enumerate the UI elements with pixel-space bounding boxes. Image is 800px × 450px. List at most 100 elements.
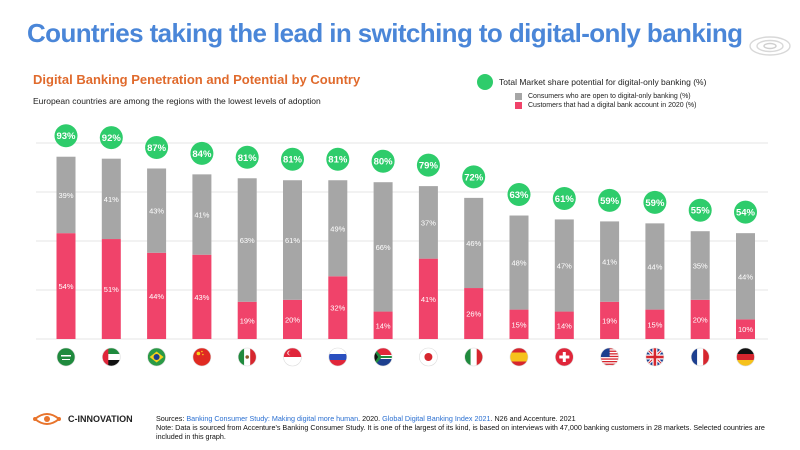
bar-label-open: 46% (466, 239, 481, 248)
flag-border (283, 347, 302, 367)
bar-segment-open (328, 180, 348, 277)
total-potential-circle (734, 200, 757, 224)
bar-label-had: 14% (557, 321, 572, 330)
source-link-digital-banking-index[interactable]: Global Digital Banking Index 2021 (382, 414, 491, 423)
total-potential-label: 81% (238, 153, 258, 164)
bar-segment-open (736, 233, 755, 320)
flag-saudi-arabia-icon (56, 347, 76, 367)
bar-label-had: 44% (149, 292, 164, 301)
bar-label-open: 43% (149, 207, 164, 216)
chart-subtitle: Digital Banking Penetration and Potentia… (33, 72, 361, 87)
total-potential-circle (326, 147, 350, 171)
total-potential-circle (688, 198, 712, 222)
bar-segment-open (237, 178, 257, 302)
flag-border (373, 347, 393, 367)
flag-germany-icon (736, 347, 755, 367)
bar-segment-open (373, 182, 393, 312)
total-potential-circle (507, 183, 531, 207)
legend-item-open: Consumers who are open to digital-only b… (477, 93, 706, 100)
total-potential-label: 63% (509, 190, 529, 201)
total-potential-circle (462, 165, 486, 189)
total-potential-label: 61% (555, 194, 575, 205)
total-potential-circle (598, 188, 622, 212)
legend-item-total: Total Market share potential for digital… (477, 74, 706, 90)
total-potential-circle (54, 124, 78, 148)
flag-russia-icon (328, 347, 348, 367)
total-potential-label: 59% (600, 196, 620, 207)
source-link-consumer-study[interactable]: Banking Consumer Study: Making digital m… (186, 414, 359, 423)
legend-label-total: Total Market share potential for digital… (499, 77, 707, 87)
flag-border (102, 347, 121, 367)
bar-label-had: 26% (466, 310, 481, 319)
bar-label-had: 15% (511, 320, 526, 329)
total-potential-circle (643, 190, 667, 214)
bar-segment-had (645, 309, 665, 339)
bar-label-had: 19% (240, 316, 255, 325)
bar-segment-had (554, 311, 574, 339)
bar-segment-had (464, 288, 484, 339)
total-potential-label: 93% (56, 131, 76, 142)
c-innovation-logo-icon (33, 413, 61, 425)
total-potential-label: 87% (147, 143, 167, 154)
chart-legend: Total Market share potential for digital… (477, 74, 706, 109)
total-potential-label: 79% (419, 161, 439, 172)
bar-label-open: 61% (285, 236, 300, 245)
bar-label-had: 10% (738, 325, 753, 334)
flag-border (237, 347, 257, 367)
flag-border (509, 347, 529, 367)
flag-spain-icon (509, 347, 529, 367)
brand-logo: C-INNOVATION (30, 407, 133, 431)
flag-japan-icon (419, 347, 438, 367)
chart-description: European countries are among the regions… (33, 96, 321, 106)
flag-border (147, 347, 166, 367)
bar-label-had: 20% (285, 315, 300, 324)
bar-segment-had (101, 239, 121, 339)
flag-uae-icon (102, 347, 121, 367)
bar-label-open: 41% (194, 211, 209, 220)
flag-border (464, 347, 484, 367)
total-potential-circle (416, 153, 440, 177)
flag-france-icon (690, 347, 710, 367)
swirl-decoration-icon (749, 36, 791, 56)
sources-note-text: Note: Data is sourced from Accenture's B… (156, 423, 765, 441)
bar-segment-had (283, 299, 302, 339)
bar-segment-open (600, 221, 620, 302)
bar-segment-open (418, 186, 438, 259)
total-potential-circle (371, 149, 395, 173)
bar-label-had: 32% (330, 304, 345, 313)
gray-square-icon (515, 93, 522, 100)
bar-segment-had (237, 301, 257, 339)
bar-label-had: 54% (58, 282, 73, 291)
flag-switzerland-icon (554, 347, 574, 367)
flag-brazil-icon (147, 347, 166, 367)
sources-note: Sources: Banking Consumer Study: Making … (156, 414, 781, 441)
total-potential-circle (235, 145, 259, 169)
flag-south-africa-icon (373, 347, 393, 367)
sources-mid: . 2020. (358, 414, 383, 423)
bar-segment-open (554, 219, 574, 312)
total-potential-label: 80% (374, 157, 394, 168)
bar-label-open: 48% (511, 259, 526, 268)
bar-label-open: 44% (738, 272, 753, 281)
flag-usa-icon (600, 347, 619, 367)
total-potential-label: 55% (691, 206, 711, 217)
flag-border (192, 347, 212, 367)
total-potential-circle (190, 141, 214, 165)
bar-label-had: 43% (194, 293, 209, 302)
stacked-bar-chart: 54% 39% 93% 51% 41% 92% 44% 43% 87% 43% 41% 84% 19% 6… (36, 124, 768, 367)
bar-segment-had (373, 311, 393, 339)
bar-label-open: 39% (58, 191, 73, 200)
total-potential-label: 84% (192, 149, 212, 160)
bar-segment-open (192, 174, 212, 255)
total-potential-circle (552, 186, 576, 210)
total-potential-circle (145, 135, 169, 159)
page-title: Countries taking the lead in switching t… (27, 18, 743, 48)
legend-item-had: Customers that had a digital bank accoun… (477, 102, 706, 109)
total-potential-label: 59% (645, 198, 665, 209)
flag-border (328, 347, 348, 367)
bar-label-open: 63% (240, 236, 255, 245)
flag-uk-icon (645, 347, 665, 367)
flag-border (554, 347, 574, 367)
total-potential-label: 72% (464, 172, 484, 183)
bar-label-open: 66% (376, 243, 391, 252)
